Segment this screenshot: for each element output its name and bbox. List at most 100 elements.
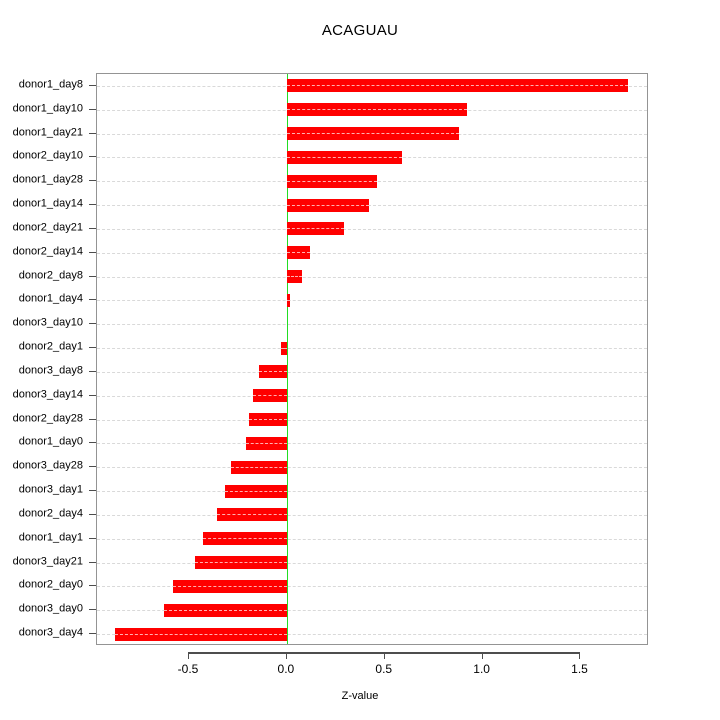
y-axis-tick: [89, 466, 96, 468]
gridline: [97, 252, 647, 254]
y-axis-tick-label: donor1_day8: [18, 78, 83, 91]
y-axis-tick-label: donor2_day8: [18, 269, 83, 282]
bar: [248, 413, 287, 427]
y-axis-tick-label: donor2_day21: [12, 221, 83, 234]
y-axis-tick: [89, 299, 96, 301]
bar-dash: [231, 466, 287, 468]
y-axis-tick-label: donor2_day28: [12, 412, 83, 425]
gridline: [97, 348, 647, 350]
gridline: [97, 467, 647, 469]
zero-reference-line: [286, 74, 288, 644]
bar: [231, 460, 287, 474]
y-axis-tick-label: donor3_day10: [12, 316, 83, 329]
bar: [286, 127, 460, 141]
bar-dash: [114, 633, 287, 635]
y-axis-tick-label: donor3_day21: [12, 555, 83, 568]
y-axis: [89, 73, 96, 645]
x-axis-tick-label: -0.5: [177, 662, 199, 676]
gridline: [97, 205, 647, 207]
bar: [217, 508, 287, 522]
y-axis-tick: [89, 609, 96, 611]
bar-dash: [217, 514, 287, 516]
gridline: [97, 514, 647, 516]
bar: [286, 79, 629, 93]
y-axis-tick-label: donor1_day21: [12, 126, 83, 139]
x-axis-tick-label: 0.5: [375, 662, 393, 676]
y-axis-tick: [89, 108, 96, 110]
bar: [286, 103, 467, 117]
bar-dash: [286, 228, 344, 230]
y-axis-tick: [89, 347, 96, 349]
y-axis-tick: [89, 394, 96, 396]
y-axis-tick-label: donor1_day4: [18, 292, 83, 305]
gridline: [97, 491, 647, 493]
gridline: [97, 562, 647, 564]
bar-dash: [225, 490, 287, 492]
x-axis-title: Z-value: [341, 690, 379, 702]
y-axis-tick: [89, 561, 96, 563]
y-axis-tick-label: donor1_day1: [18, 531, 83, 544]
y-axis-tick-label: donor2_day0: [18, 578, 83, 591]
bar: [286, 198, 370, 212]
bar-dash: [286, 204, 370, 206]
gridline: [97, 443, 647, 445]
bar: [173, 579, 287, 593]
bar-dash: [286, 109, 467, 111]
y-axis-tick: [89, 251, 96, 253]
bar-dash: [286, 156, 403, 158]
y-axis-tick: [89, 537, 96, 539]
y-axis-tick: [89, 513, 96, 515]
bar: [281, 341, 287, 355]
y-axis-tick-label: donor1_day0: [18, 435, 83, 448]
y-axis-tick: [89, 156, 96, 158]
y-axis-tick: [89, 323, 96, 325]
y-axis-tick: [89, 275, 96, 277]
x-axis-tick: [579, 652, 581, 659]
bar-dash: [286, 85, 629, 87]
y-axis-tick-label: donor3_day4: [18, 626, 83, 639]
y-axis-tick: [89, 204, 96, 206]
bar-dash: [286, 252, 311, 254]
bar: [286, 270, 302, 284]
bar-dash: [163, 609, 287, 611]
chart-title: ACAGUAU: [321, 22, 399, 39]
gridline: [97, 538, 647, 540]
x-axis-tick: [383, 652, 385, 659]
bar: [286, 222, 344, 236]
y-axis-tick-label: donor2_day1: [18, 340, 83, 353]
gridline: [97, 276, 647, 278]
y-axis-tick: [89, 418, 96, 420]
y-axis-tick: [89, 490, 96, 492]
bar: [245, 436, 287, 450]
y-axis-tick-label: donor3_day0: [18, 602, 83, 615]
bar: [225, 484, 287, 498]
bar: [252, 389, 287, 403]
y-axis-tick-label: donor1_day14: [12, 197, 83, 210]
y-axis-tick-label: donor3_day28: [12, 459, 83, 472]
bar: [286, 174, 377, 188]
bar-dash: [286, 180, 377, 182]
y-axis-tick-label: donor3_day8: [18, 364, 83, 377]
gridline: [97, 395, 647, 397]
y-axis-tick: [89, 132, 96, 134]
gridline: [97, 371, 647, 373]
gridline: [97, 419, 647, 421]
y-axis-tick-label: donor1_day10: [12, 102, 83, 115]
bar: [286, 150, 403, 164]
y-axis-tick-label: donor1_day28: [12, 173, 83, 186]
bar-dash: [286, 276, 302, 278]
bar-dash: [286, 133, 460, 135]
bar-dash: [245, 442, 287, 444]
bar-dash: [248, 419, 287, 421]
bar: [163, 603, 287, 617]
gridline: [97, 610, 647, 612]
y-axis-tick: [89, 180, 96, 182]
x-axis-tick-label: 0.0: [277, 662, 295, 676]
gridline: [97, 228, 647, 230]
gridline: [97, 586, 647, 588]
x-axis-tick: [188, 652, 189, 659]
y-axis-tick: [89, 633, 96, 635]
y-axis-tick-label: donor3_day1: [18, 483, 83, 496]
y-axis-tick-label: donor2_day10: [12, 149, 83, 162]
